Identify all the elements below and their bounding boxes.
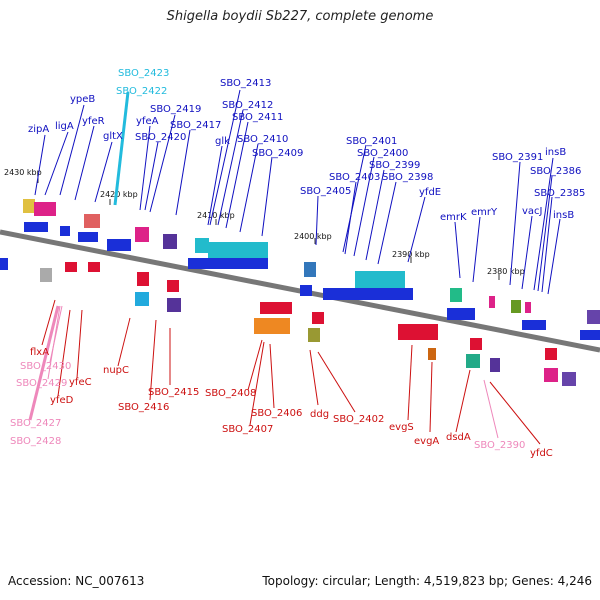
gene-label: SBO_2430 <box>20 361 71 372</box>
gene-label: yfeD <box>50 395 74 406</box>
gene-label: SBO_2419 <box>150 104 201 115</box>
gene-label: yfeA <box>136 116 159 127</box>
gene-label: SBO_2417 <box>170 120 221 131</box>
gene-label: evgS <box>389 422 414 433</box>
gene-label: zipA <box>28 124 49 135</box>
gene-label: SBO_2427 <box>10 418 61 429</box>
reverse-strand-features <box>0 258 576 386</box>
top-labels: SBO_2423 SBO_2422 ypeB zipA ligA yfeR gl… <box>28 68 585 223</box>
gene-label: SBO_2402 <box>333 414 384 425</box>
gene-label: ddg <box>310 409 329 420</box>
gene-label: SBO_2390 <box>474 440 525 451</box>
gene-label: nupC <box>103 365 129 376</box>
gene-label: SBO_2416 <box>118 402 169 413</box>
gene-label: yfdE <box>419 187 441 198</box>
gene-label: ligA <box>55 121 74 132</box>
gene-label: SBO_2391 <box>492 152 543 163</box>
gene-label: insB <box>553 210 574 221</box>
gene-label: gltX <box>103 131 123 142</box>
gene-label: emrK <box>440 212 467 223</box>
gene-label: SBO_2386 <box>530 166 581 177</box>
gene-label: emrY <box>471 207 498 218</box>
gene-label: insB <box>545 147 566 158</box>
gene-label: SBO_2399 <box>369 160 420 171</box>
gene-label: evgA <box>414 436 439 447</box>
gene-label: SBO_2423 <box>118 68 169 79</box>
gene-label: SBO_2429 <box>16 378 67 389</box>
gene-label: dsdA <box>446 432 471 443</box>
page-title: Shigella boydii Sb227, complete genome <box>166 9 434 24</box>
gene-label: SBO_2412 <box>222 100 273 111</box>
gene-label: SBO_2401 <box>346 136 397 147</box>
tick-label: 2390 kbp <box>392 250 430 259</box>
gene-label: glk <box>215 136 230 147</box>
genome-summary: Topology: circular; Length: 4,519,823 bp… <box>262 574 592 588</box>
gene-label: SBO_2406 <box>251 408 302 419</box>
gene-label: ypeB <box>70 94 95 105</box>
bottom-labels: flxA SBO_2430 SBO_2429 yfeD SBO_2427 SBO… <box>10 347 553 459</box>
gene-label: SBO_2415 <box>148 387 199 398</box>
gene-label: SBO_2422 <box>116 86 167 97</box>
gene-label: SBO_2405 <box>300 186 351 197</box>
gene-label: yfeC <box>69 377 92 388</box>
gene-label: SBO_2385 <box>534 188 585 199</box>
gene-label: SBO_2413 <box>220 78 271 89</box>
gene-label: SBO_2407 <box>222 424 273 435</box>
label-leaders <box>28 89 561 445</box>
gene-label: SBO_2400 <box>357 148 408 159</box>
gene-label: SBO_2409 <box>252 148 303 159</box>
gene-label: SBO_2428 <box>10 436 61 447</box>
gene-label: SBO_2403 <box>329 172 380 183</box>
gene-label: SBO_2411 <box>232 112 283 123</box>
tick-label: 2400 kbp <box>294 232 332 241</box>
gene-label: SBO_2420 <box>135 132 186 143</box>
gene-label: SBO_2408 <box>205 388 256 399</box>
forward-strand-features <box>23 199 600 340</box>
gene-label: SBO_2398 <box>382 172 433 183</box>
tick-label: 2430 kbp <box>4 168 42 177</box>
gene-label: SBO_2410 <box>237 134 288 145</box>
tick-label: 2380 kbp <box>487 267 525 276</box>
tick-label: 2410 kbp <box>197 211 235 220</box>
gene-label: vacJ <box>522 206 543 217</box>
gene-label: yfeR <box>82 116 105 127</box>
accession-text: Accession: NC_007613 <box>8 574 145 588</box>
gene-label: yfdC <box>530 448 553 459</box>
gene-label: flxA <box>30 347 49 358</box>
tick-label: 2420 kbp <box>100 190 138 199</box>
